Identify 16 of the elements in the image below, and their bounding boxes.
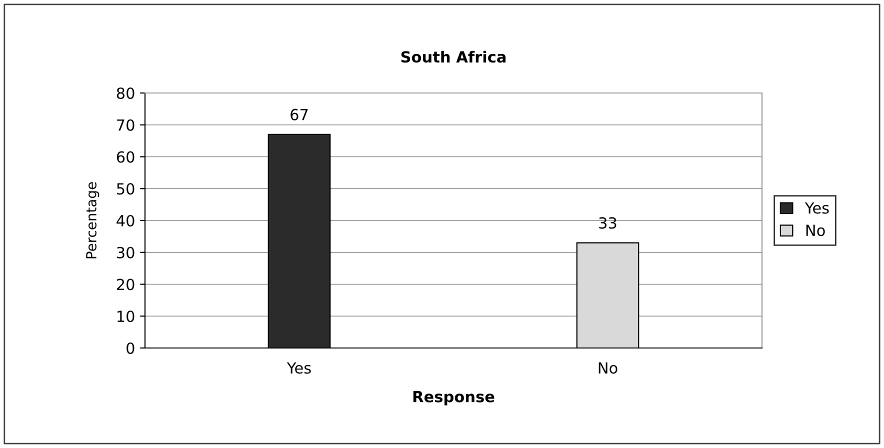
- y-tick-label: 50: [117, 183, 134, 195]
- chart-title: South Africa: [401, 50, 506, 63]
- y-tick-label: 80: [116, 87, 134, 100]
- y-tick-label: 70: [117, 119, 134, 131]
- legend-label: No: [806, 224, 825, 236]
- y-tick-label: 10: [118, 310, 134, 322]
- y-tick-label: 40: [116, 214, 134, 227]
- y-tick-label: 30: [117, 246, 134, 258]
- y-tick-label: 60: [116, 151, 134, 163]
- legend-label: Yes: [804, 202, 829, 214]
- data-label: 33: [599, 217, 616, 229]
- y-axis-title: Percentage: [86, 182, 100, 258]
- x-axis-title: Response: [413, 391, 494, 406]
- data-label: 67: [290, 108, 308, 120]
- y-tick-label: 0: [126, 342, 134, 354]
- y-tick-label: 20: [116, 278, 134, 290]
